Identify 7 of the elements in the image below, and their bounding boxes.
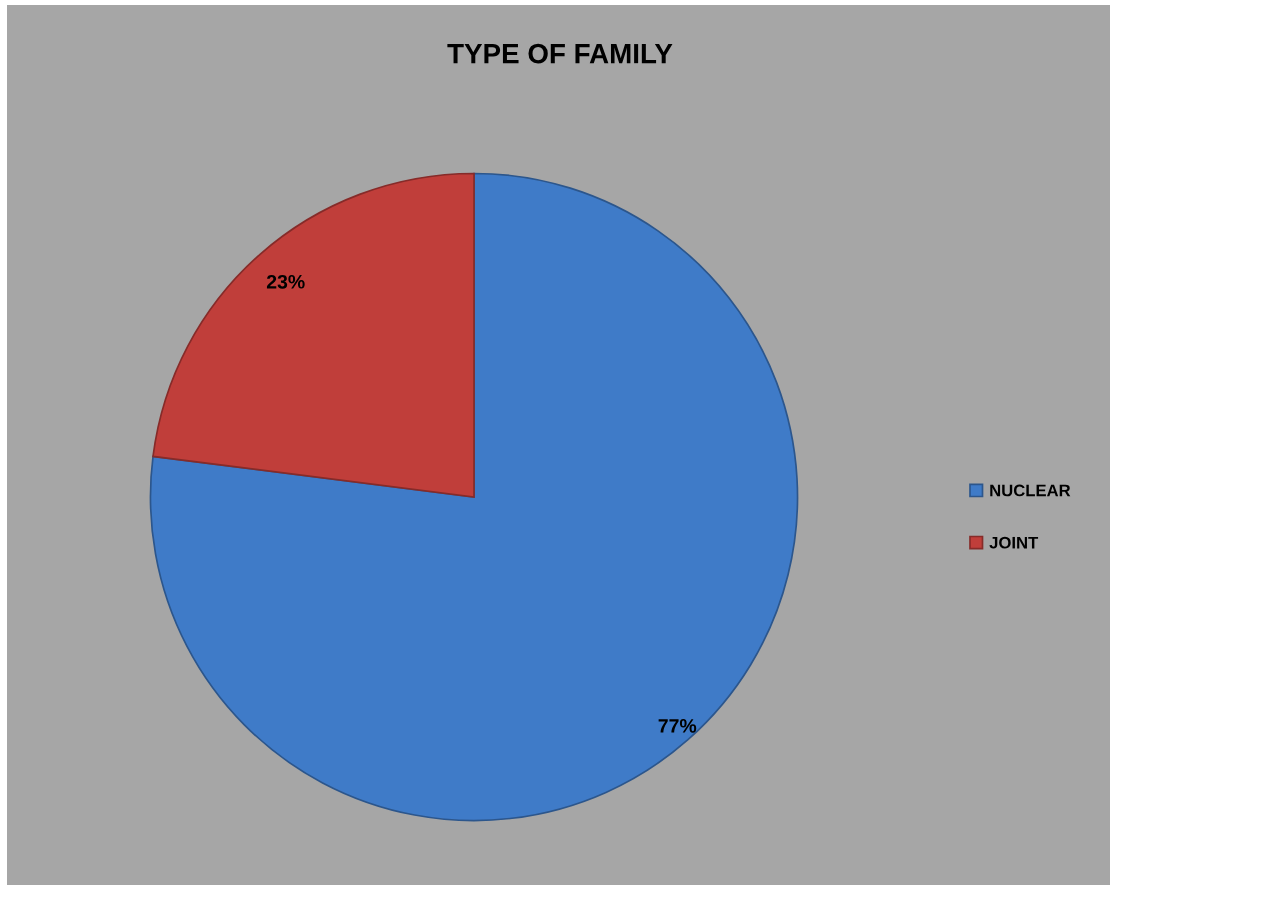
legend-label: JOINT [989,536,1039,549]
data-label: 23% [266,274,305,289]
pie-slice [149,172,799,822]
legend-label: NUCLEAR [990,484,1071,497]
chart-title: TYPE OF FAMILY [447,43,673,64]
pie-slice [152,172,475,498]
data-label: 77% [658,719,697,733]
